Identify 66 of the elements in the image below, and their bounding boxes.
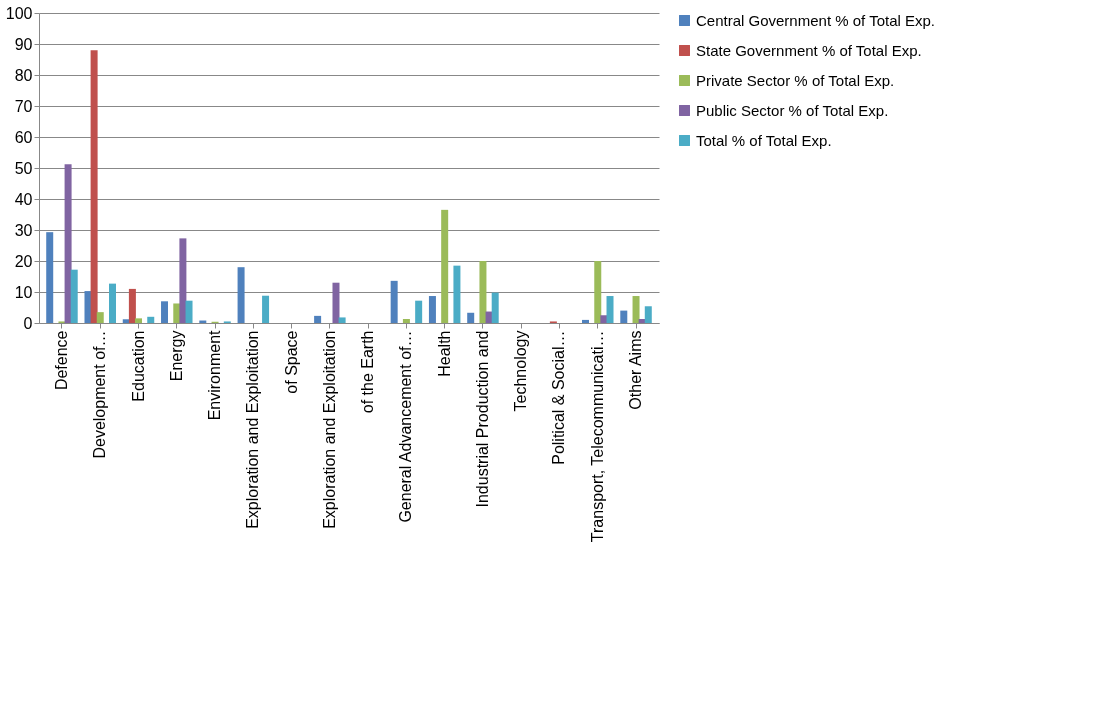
bar bbox=[135, 318, 143, 323]
bar bbox=[402, 318, 410, 323]
x-tick-label: Other Aims bbox=[627, 330, 645, 410]
bar bbox=[262, 295, 270, 323]
bar bbox=[390, 280, 398, 323]
legend-label: Total % of Total Exp. bbox=[696, 131, 832, 149]
y-tick-label: 40 bbox=[14, 190, 33, 208]
x-tick-label: Education bbox=[129, 330, 147, 402]
bar bbox=[479, 261, 487, 323]
bar bbox=[46, 232, 54, 323]
x-tick-label: Exploration and Exploitation bbox=[244, 330, 262, 529]
bar bbox=[96, 312, 104, 323]
x-tick-label: of the Earth bbox=[359, 330, 377, 414]
y-tick-label: 30 bbox=[14, 221, 33, 239]
y-tick-label: 20 bbox=[14, 252, 33, 270]
legend-label: Central Government % of Total Exp. bbox=[696, 11, 936, 29]
y-tick-label: 50 bbox=[14, 159, 33, 177]
bar bbox=[314, 315, 322, 323]
bar bbox=[64, 164, 72, 323]
bar bbox=[128, 288, 136, 323]
y-tick-label: 10 bbox=[14, 283, 33, 301]
bar bbox=[332, 282, 340, 323]
x-tick-label: Technology bbox=[512, 330, 530, 412]
y-tick-label: 0 bbox=[23, 314, 33, 332]
y-tick-label: 60 bbox=[14, 128, 33, 146]
bar bbox=[582, 319, 590, 323]
bar bbox=[491, 292, 499, 323]
bar bbox=[606, 296, 614, 323]
legend-label: State Government % of Total Exp. bbox=[696, 41, 922, 59]
bar bbox=[84, 291, 92, 323]
bar bbox=[237, 267, 245, 323]
legend-label: Public Sector % of Total Exp. bbox=[696, 101, 889, 119]
bar bbox=[644, 306, 652, 323]
x-tick-label: Development of… bbox=[91, 330, 109, 459]
bar bbox=[108, 283, 116, 323]
y-tick-label: 70 bbox=[14, 97, 33, 115]
x-tick-label: of Space bbox=[282, 330, 300, 394]
bar bbox=[467, 312, 475, 323]
legend-label: Private Sector % of Total Exp. bbox=[696, 71, 895, 89]
bar bbox=[179, 238, 187, 323]
bar bbox=[620, 310, 628, 323]
bar bbox=[70, 269, 78, 323]
bar bbox=[185, 300, 193, 323]
x-tick-label: Environment bbox=[206, 329, 224, 421]
bar bbox=[338, 317, 346, 323]
y-tick-label: 100 bbox=[5, 4, 33, 22]
x-tick-label: Transport, Telecommunicati… bbox=[588, 330, 606, 543]
bar bbox=[632, 296, 640, 323]
bar bbox=[415, 300, 423, 323]
bar bbox=[90, 50, 98, 323]
bar bbox=[428, 296, 436, 323]
bar bbox=[600, 315, 608, 323]
x-tick-label: Energy bbox=[167, 330, 185, 382]
x-tick-label: General Advancement of… bbox=[397, 330, 415, 523]
x-tick-label: Exploration and Exploitation bbox=[320, 330, 338, 529]
x-tick-label: Industrial Production and bbox=[473, 330, 491, 508]
x-tick-label: Political & Social… bbox=[550, 330, 568, 465]
bar bbox=[594, 261, 602, 323]
bar bbox=[453, 265, 461, 323]
bar bbox=[441, 209, 449, 323]
y-tick-label: 90 bbox=[14, 35, 33, 53]
x-tick-label: Defence bbox=[52, 330, 70, 391]
y-tick-label: 80 bbox=[14, 66, 33, 84]
bar bbox=[161, 301, 169, 323]
x-tick-label: Health bbox=[435, 330, 453, 377]
bar bbox=[147, 316, 155, 323]
